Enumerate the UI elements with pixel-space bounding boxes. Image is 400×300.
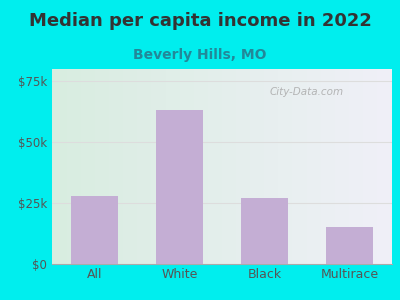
- Text: Beverly Hills, MO: Beverly Hills, MO: [133, 48, 267, 62]
- Bar: [326, 227, 373, 264]
- Bar: [241, 198, 288, 264]
- Text: City-Data.com: City-Data.com: [270, 87, 344, 98]
- Bar: [71, 196, 118, 264]
- Bar: [156, 110, 203, 264]
- Text: Median per capita income in 2022: Median per capita income in 2022: [28, 12, 372, 30]
